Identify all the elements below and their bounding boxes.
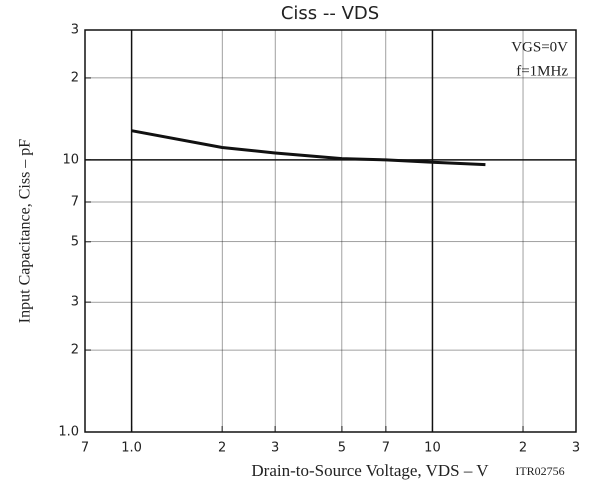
y-tick-label: 10 — [62, 152, 79, 167]
y-tick-label: 2 — [71, 343, 79, 358]
x-tick-label: 3 — [572, 441, 580, 456]
y-tick-label: 3 — [71, 23, 79, 38]
x-tick-label: 7 — [81, 441, 89, 456]
y-tick-label: 3 — [71, 295, 79, 310]
y-tick-label: 2 — [71, 70, 79, 85]
x-tick-label: 3 — [271, 441, 279, 456]
x-tick-label: 2 — [218, 441, 226, 456]
x-tick-label: 10 — [424, 441, 441, 456]
figure-code: ITR02756 — [515, 464, 564, 478]
curve — [131, 129, 486, 167]
x-tick-label: 2 — [519, 441, 527, 456]
y-tick-label: 1.0 — [58, 425, 79, 440]
y-tick-label: 5 — [71, 234, 79, 249]
y-axis-label: Input Capacitance, Ciss – pF — [17, 139, 34, 324]
annotation: f=1MHz — [516, 63, 568, 79]
x-tick-label: 1.0 — [121, 441, 142, 456]
x-tick-label: 5 — [338, 441, 346, 456]
x-tick-label: 7 — [382, 441, 390, 456]
plot-frame — [84, 29, 577, 433]
y-tick-label: 7 — [71, 195, 79, 210]
x-axis-label: Drain-to-Source Voltage, VDS – V — [251, 461, 489, 480]
chart-title: Ciss -- VDS — [281, 3, 379, 24]
annotation: VGS=0V — [511, 39, 568, 55]
